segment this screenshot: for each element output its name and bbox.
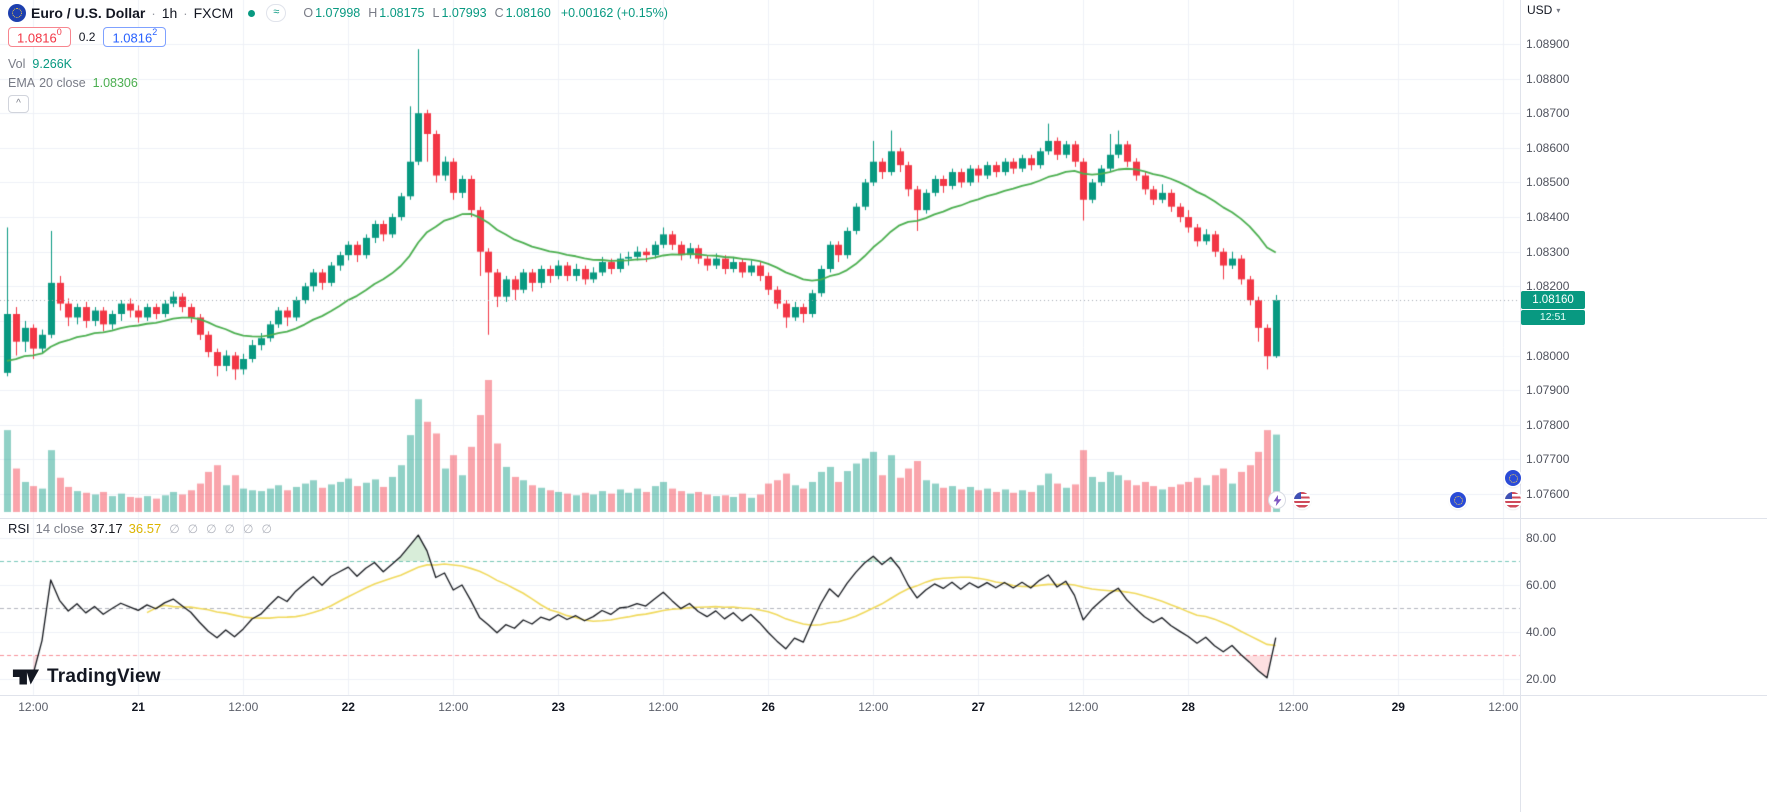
price-tick-label: 1.08900 (1526, 37, 1570, 51)
indicator-action-icon[interactable]: ∅ (224, 521, 235, 536)
price-axis-border (1520, 0, 1521, 812)
symbol-legend: Euro / U.S. Dollar · 1h · FXCM ≈ O 1.079… (8, 4, 668, 22)
low-value: 1.07993 (441, 6, 487, 20)
tradingview-logo[interactable]: TradingView (12, 665, 161, 689)
price-tick-label: 1.08700 (1526, 106, 1570, 121)
time-tick-label: 28 (1181, 700, 1195, 714)
eu-flag-icon[interactable] (1450, 492, 1466, 508)
rsi-ma-value: 36.57 (128, 521, 162, 536)
pane-separator[interactable] (0, 518, 1767, 519)
lightning-icon[interactable] (1269, 492, 1285, 508)
exchange-label[interactable]: FXCM (193, 5, 234, 21)
price-axis-currency-button[interactable]: USD ▾ (1527, 3, 1560, 17)
volume-legend[interactable]: Vol 9.266K (8, 57, 72, 71)
buy-button[interactable]: 1.08162 (103, 27, 167, 48)
rsi-tick-label: 60.00 (1526, 578, 1557, 592)
price-tick-label: 1.08400 (1526, 210, 1570, 225)
low-label: L (432, 6, 440, 20)
legend-separator: · (151, 5, 156, 21)
market-status-icon[interactable] (248, 9, 256, 17)
rsi-value: 37.17 (90, 521, 123, 536)
time-tick-label: 27 (971, 700, 985, 714)
ema-params: 20 close (39, 76, 86, 90)
legend-separator: · (183, 5, 188, 21)
change-value: +0.00162 (+0.15%) (560, 6, 668, 20)
spread-value: 0.2 (78, 30, 96, 45)
price-tick-label: 1.07900 (1526, 383, 1570, 398)
time-tick-label: 12:00 (858, 700, 889, 714)
price-tick-label: 1.07800 (1526, 417, 1570, 432)
price-tick-label: 1.07700 (1526, 452, 1570, 467)
eu-flag-icon[interactable] (1505, 470, 1521, 486)
high-value: 1.08175 (379, 6, 425, 20)
ohlc-values: O 1.07998 H 1.08175 L 1.07993 C 1.08160 … (303, 6, 668, 20)
us-flag-icon[interactable] (1505, 492, 1521, 508)
ema-value: 1.08306 (92, 76, 138, 90)
ask-price: 1.0816 (112, 30, 153, 46)
time-tick-label: 12:00 (228, 700, 259, 714)
time-tick-label: 23 (551, 700, 565, 714)
legend-collapse-button[interactable]: ^ (8, 95, 29, 113)
ask-pip: 2 (152, 27, 158, 37)
time-tick-label: 12:00 (438, 700, 469, 714)
bar-countdown-label: 12:51 (1521, 310, 1585, 325)
time-tick-label: 21 (131, 700, 145, 714)
indicator-action-icon[interactable]: ∅ (206, 521, 217, 536)
indicator-action-icon[interactable]: ∅ (187, 521, 199, 536)
chevron-down-icon: ▾ (1556, 5, 1561, 15)
indicator-action-icon[interactable]: ∅ (169, 521, 180, 536)
quote-panel: 1.08160 0.2 1.08162 (8, 27, 167, 48)
price-tick-label: 1.08200 (1526, 279, 1570, 294)
tradingview-logo-icon (12, 669, 40, 685)
time-tick-label: 26 (761, 700, 775, 714)
time-tick-label: 12:00 (648, 700, 679, 714)
price-tick-label: 1.08800 (1526, 71, 1570, 86)
rsi-tick-label: 20.00 (1526, 672, 1557, 686)
time-tick-label: 12:00 (1068, 700, 1099, 714)
ema-legend[interactable]: EMA 20 close 1.08306 (8, 76, 138, 90)
rsi-tick-label: 80.00 (1526, 531, 1557, 545)
currency-pair-icon (8, 4, 26, 22)
time-tick-label: 29 (1391, 700, 1405, 714)
rsi-title: RSI (8, 521, 30, 536)
data-mode-icon[interactable]: ≈ (266, 4, 287, 22)
indicator-action-icon[interactable]: ∅ (261, 521, 272, 536)
indicator-action-icon[interactable]: ∅ (243, 521, 254, 536)
bid-pip: 0 (56, 27, 62, 37)
high-label: H (368, 6, 378, 20)
price-axis[interactable]: 1.08900 1.08800 1.08700 1.08600 1.08500 1.084… (1520, 0, 1767, 695)
open-value: 1.07998 (315, 6, 361, 20)
rsi-tick-label: 40.00 (1526, 625, 1557, 639)
price-tick-label: 1.08500 (1526, 175, 1570, 190)
time-tick-label: 12:00 (1488, 700, 1519, 714)
rsi-params: 14 close (35, 521, 85, 536)
time-tick-label: 12:00 (1278, 700, 1309, 714)
symbol-button[interactable]: Euro / U.S. Dollar (31, 5, 146, 21)
time-axis-border (0, 695, 1767, 696)
last-price-label: 1.08160 (1521, 291, 1585, 309)
sell-button[interactable]: 1.08160 (8, 27, 71, 48)
currency-label: USD (1527, 3, 1553, 17)
time-tick-label: 22 (341, 700, 355, 714)
rsi-legend[interactable]: RSI 14 close 37.17 36.57 ∅ ∅ ∅ ∅ ∅ ∅ (8, 521, 272, 536)
interval-button[interactable]: 1h (161, 5, 178, 21)
bid-price: 1.0816 (17, 30, 57, 46)
ema-label: EMA (8, 76, 36, 90)
price-tick-label: 1.08300 (1526, 244, 1570, 259)
price-tick-label: 1.08600 (1526, 140, 1570, 155)
us-flag-icon[interactable] (1294, 492, 1310, 508)
volume-label: Vol (8, 57, 26, 71)
price-tick-label: 1.08000 (1526, 348, 1570, 363)
close-label: C (494, 6, 504, 20)
close-value: 1.08160 (505, 6, 551, 20)
tradingview-logo-text: TradingView (47, 666, 161, 687)
open-label: O (303, 6, 314, 20)
volume-value: 9.266K (32, 57, 73, 71)
time-axis[interactable]: 12:00 21 12:00 22 12:00 23 12:00 26 12:00 27 12:00… (0, 695, 1767, 812)
time-tick-label: 12:00 (18, 700, 49, 714)
price-tick-label: 1.07600 (1526, 487, 1570, 501)
